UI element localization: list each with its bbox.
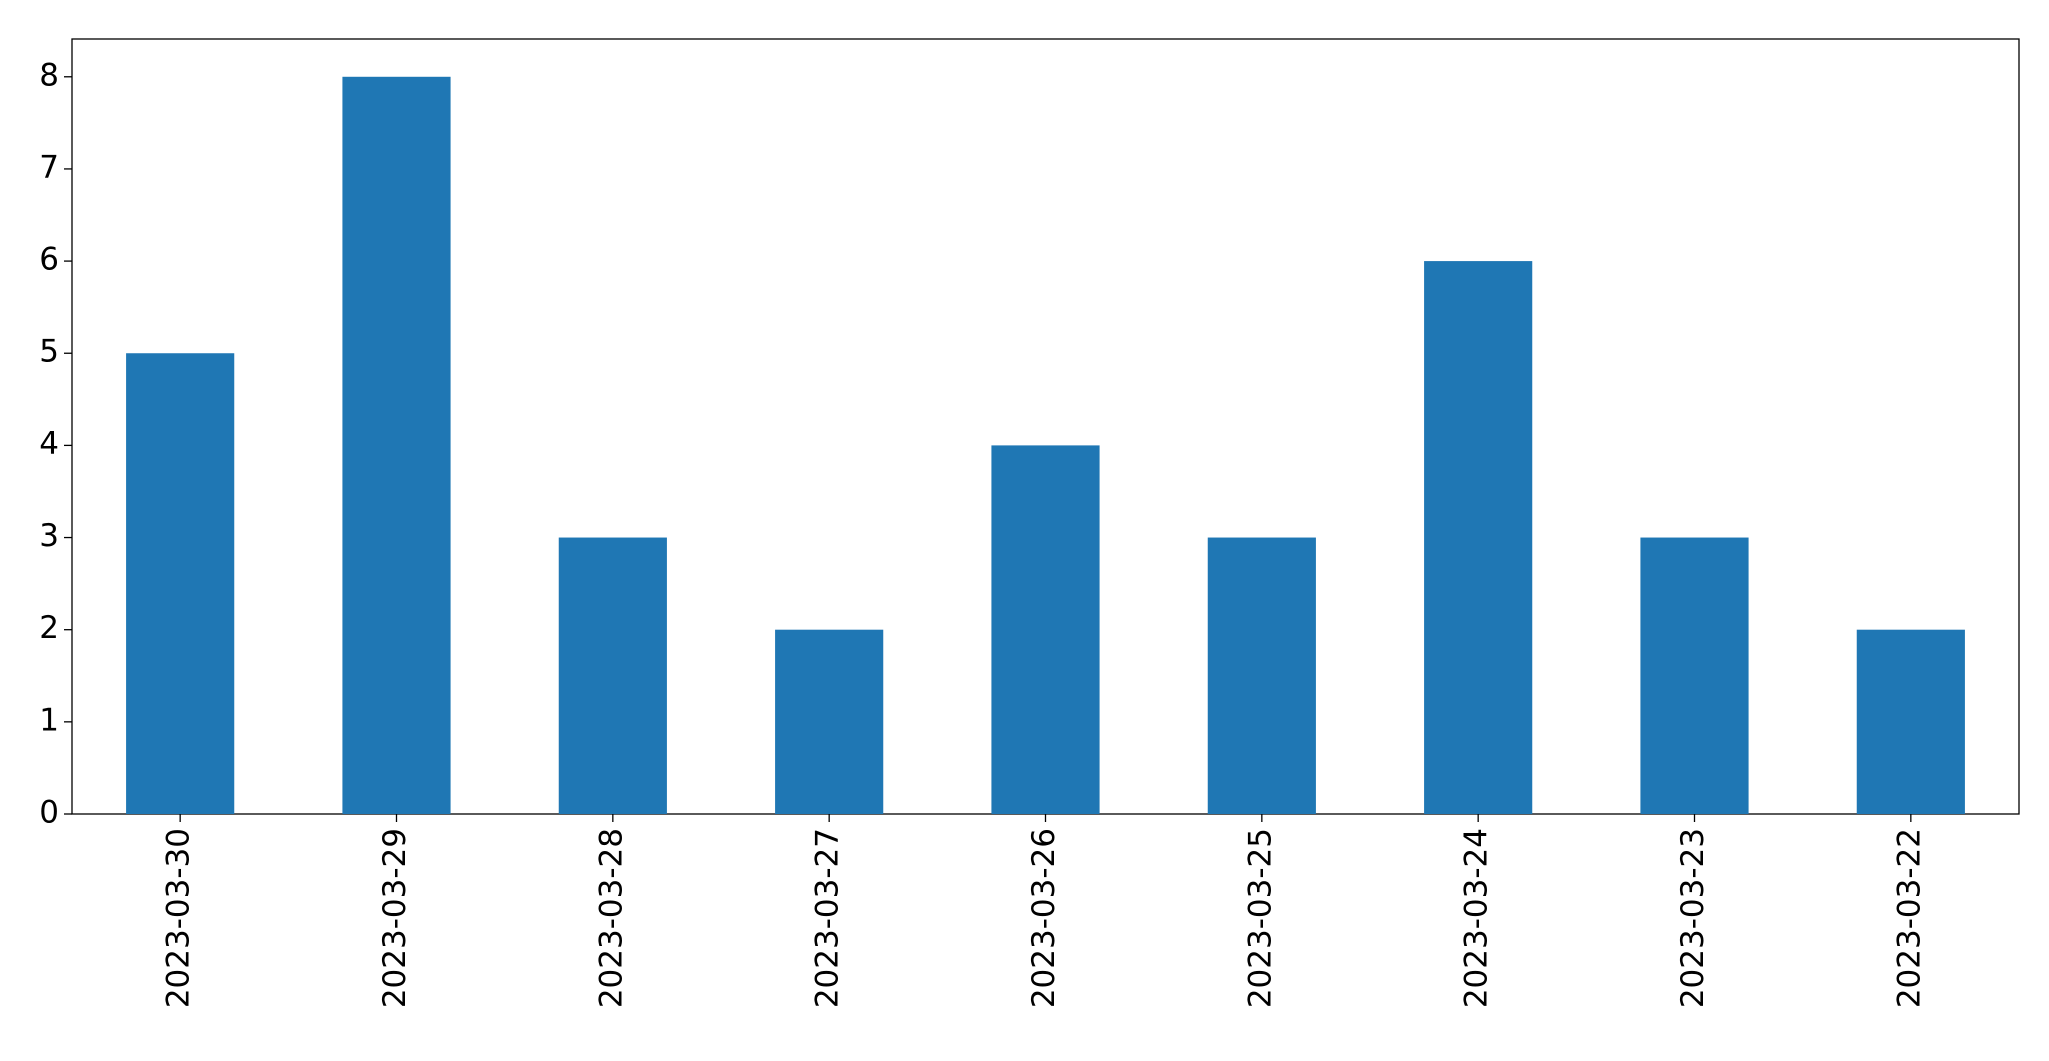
y-tick-label: 1: [39, 702, 59, 738]
y-tick-label: 4: [39, 426, 59, 462]
x-tick-label: 2023-03-26: [1026, 828, 1062, 1008]
y-tick-label: 3: [39, 518, 59, 554]
y-tick-label: 2: [39, 610, 59, 646]
bar: [1640, 537, 1749, 814]
x-tick-label: 2023-03-28: [593, 828, 629, 1008]
bar: [1856, 629, 1965, 814]
bar: [991, 445, 1100, 814]
y-tick-label: 5: [39, 334, 59, 370]
y-tick-label: 0: [39, 795, 59, 831]
y-tick-label: 7: [39, 149, 59, 185]
bar: [1424, 261, 1533, 814]
bar: [342, 76, 451, 814]
x-tick-label: 2023-03-25: [1242, 828, 1278, 1008]
y-tick-label: 8: [39, 57, 59, 93]
bar: [558, 537, 667, 814]
x-tick-label: 2023-03-30: [161, 828, 197, 1008]
x-tick-label: 2023-03-29: [377, 828, 413, 1008]
x-tick-label: 2023-03-22: [1891, 828, 1927, 1008]
x-tick-label: 2023-03-27: [810, 828, 846, 1008]
bar: [1207, 537, 1316, 814]
bar: [775, 629, 884, 814]
x-tick-label: 2023-03-23: [1675, 828, 1711, 1008]
y-tick-label: 6: [39, 242, 59, 278]
x-tick-label: 2023-03-24: [1459, 828, 1495, 1008]
bar: [126, 353, 235, 814]
